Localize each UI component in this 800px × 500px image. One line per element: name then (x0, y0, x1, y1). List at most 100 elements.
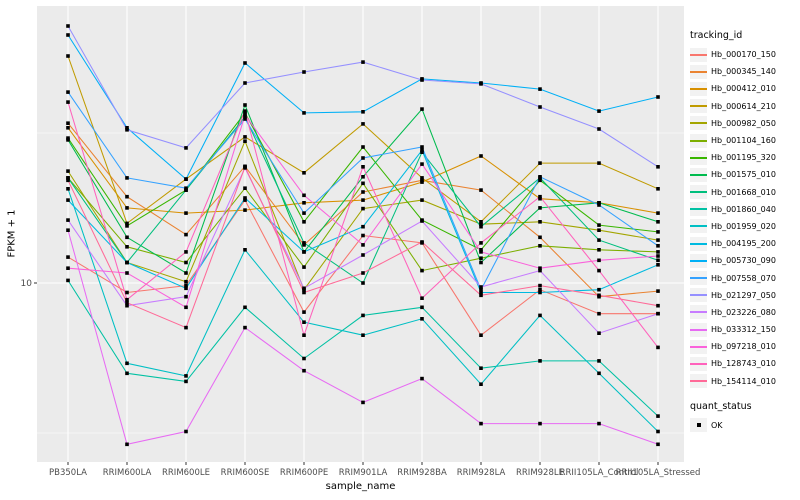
data-point-Hb_033312_150 (420, 376, 424, 381)
data-point-Hb_033312_150 (479, 421, 483, 426)
data-point-Hb_001668_010 (597, 238, 601, 242)
data-point-Hb_023226_080 (66, 218, 70, 222)
data-point-Hb_005730_090 (656, 95, 660, 99)
legend-color-line (690, 105, 707, 108)
x-tick-label: RRIM600LE (162, 468, 210, 478)
legend-key-swatch (690, 236, 707, 251)
data-point-Hb_023226_080 (361, 253, 365, 257)
data-point-Hb_001195_320 (538, 178, 542, 183)
data-point-Hb_004195_200 (243, 196, 247, 200)
data-point-Hb_154114_010 (656, 303, 660, 308)
x-tick-label: RRII105LA_Control (560, 468, 639, 478)
data-point-Hb_000170_150 (125, 290, 129, 295)
point-square-icon (696, 423, 701, 428)
legend-entries: Hb_000170_150 Hb_000345_140 Hb_000412_010 H… (690, 47, 800, 389)
data-point-Hb_000614_210 (361, 122, 365, 126)
legend-key-swatch (690, 167, 707, 182)
data-point-Hb_154114_010 (361, 271, 365, 275)
data-point-Hb_128743_010 (656, 345, 660, 350)
data-point-Hb_000614_210 (656, 187, 660, 191)
data-point-Hb_004195_200 (538, 290, 542, 295)
legend-key-swatch (690, 99, 707, 114)
data-point-Hb_001959_020 (538, 313, 542, 318)
x-tick-label: RRII105LA_Stressed (616, 468, 701, 478)
data-point-Hb_023226_080 (479, 285, 483, 289)
data-point-Hb_000345_140 (479, 188, 483, 192)
data-point-Hb_001575_010 (66, 138, 70, 142)
data-point-Hb_023226_080 (656, 311, 660, 316)
legend-color-line (690, 328, 707, 331)
data-point-Hb_001575_010 (656, 220, 660, 224)
data-point-Hb_033312_150 (66, 228, 70, 232)
data-point-Hb_021297_050 (597, 127, 601, 131)
x-tick-label: RRIM600PE (280, 468, 328, 478)
data-point-Hb_097218_010 (184, 305, 188, 310)
data-point-Hb_000982_050 (361, 206, 365, 211)
data-point-Hb_001575_010 (597, 201, 601, 205)
data-point-Hb_001195_320 (302, 220, 306, 224)
data-point-Hb_005730_090 (597, 109, 601, 113)
data-point-Hb_001195_320 (361, 145, 365, 149)
data-point-Hb_005730_090 (538, 87, 542, 91)
data-point-Hb_007558_070 (479, 287, 483, 292)
data-point-Hb_000614_210 (243, 135, 247, 139)
data-point-Hb_001195_320 (597, 223, 601, 227)
data-point-Hb_001195_320 (125, 224, 129, 228)
legend-entry-label: Hb_007558_070 (711, 273, 776, 283)
data-point-Hb_154114_010 (302, 290, 306, 295)
legend-entry-label: Hb_001195_320 (711, 153, 776, 163)
data-point-Hb_001575_010 (243, 103, 247, 107)
data-point-Hb_001104_160 (538, 244, 542, 248)
data-point-Hb_128743_010 (66, 100, 70, 104)
data-point-Hb_000345_140 (538, 235, 542, 240)
legend-color-line (690, 294, 707, 297)
legend-entry-label: Hb_001860_040 (711, 204, 776, 214)
legend-key-swatch (690, 305, 707, 320)
data-point-Hb_000614_210 (479, 220, 483, 224)
legend-color-line (690, 173, 707, 176)
legend-color-line (690, 191, 707, 194)
data-point-Hb_005730_090 (302, 111, 306, 115)
data-point-Hb_000345_140 (184, 232, 188, 237)
legend-entry-Hb_033312_150: Hb_033312_150 (690, 322, 800, 337)
legend-entry-label: Hb_000170_150 (711, 50, 776, 60)
data-point-Hb_021297_050 (479, 82, 483, 86)
data-point-Hb_001668_010 (656, 258, 660, 263)
data-point-Hb_000614_210 (420, 176, 424, 180)
data-point-Hb_154114_010 (538, 283, 542, 288)
data-point-Hb_097218_010 (302, 193, 306, 198)
data-point-Hb_023226_080 (184, 294, 188, 299)
data-point-Hb_154114_010 (125, 300, 129, 305)
data-point-Hb_033312_150 (597, 421, 601, 426)
data-point-Hb_001959_020 (597, 371, 601, 376)
data-point-Hb_000982_050 (656, 238, 660, 242)
data-point-Hb_021297_050 (361, 60, 365, 64)
data-point-Hb_001575_010 (361, 175, 365, 179)
data-point-Hb_000614_210 (302, 171, 306, 175)
legend-key-swatch (690, 47, 707, 62)
data-point-Hb_033312_150 (125, 442, 129, 447)
legend-entry-label: Hb_000412_010 (711, 84, 776, 94)
legend-entry-Hb_001195_320: Hb_001195_320 (690, 150, 800, 165)
data-point-Hb_001575_010 (420, 107, 424, 111)
data-point-Hb_023226_080 (597, 331, 601, 335)
data-point-Hb_001195_320 (479, 248, 483, 252)
data-point-Hb_001575_010 (479, 260, 483, 265)
data-point-Hb_021297_050 (656, 165, 660, 169)
data-point-Hb_001575_010 (125, 235, 129, 240)
legend-entry-label: Hb_033312_150 (711, 325, 776, 335)
legend-color-line (690, 53, 707, 56)
data-point-Hb_128743_010 (184, 250, 188, 254)
data-point-Hb_001104_160 (125, 245, 129, 249)
data-point-Hb_007558_070 (243, 117, 247, 121)
data-point-Hb_001668_010 (184, 188, 188, 192)
data-point-Hb_001959_020 (125, 361, 129, 366)
data-point-Hb_033312_150 (302, 368, 306, 373)
x-axis-title: sample_name (325, 481, 396, 492)
data-point-Hb_097218_010 (66, 266, 70, 270)
data-point-Hb_001860_040 (66, 278, 70, 283)
data-point-Hb_000412_010 (420, 180, 424, 184)
data-point-Hb_097218_010 (420, 162, 424, 166)
data-point-Hb_023226_080 (125, 303, 129, 308)
